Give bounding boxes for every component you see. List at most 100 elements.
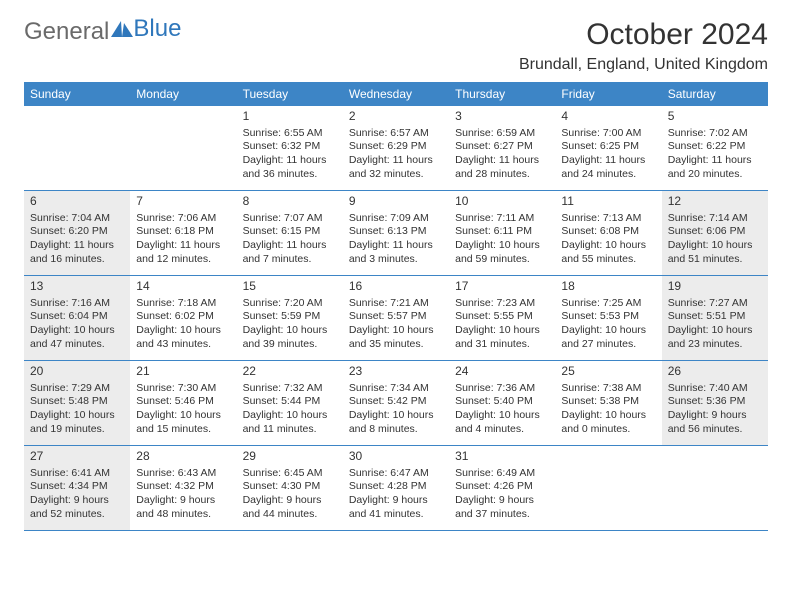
sunset-text: Sunset: 5:42 PM bbox=[349, 395, 443, 409]
daylight-text: Daylight: 9 hours and 56 minutes. bbox=[668, 409, 762, 436]
daylight-text: Daylight: 9 hours and 37 minutes. bbox=[455, 494, 549, 521]
sunset-text: Sunset: 5:53 PM bbox=[561, 310, 655, 324]
calendar-cell: 28Sunrise: 6:43 AMSunset: 4:32 PMDayligh… bbox=[130, 446, 236, 530]
sunrise-text: Sunrise: 6:55 AM bbox=[243, 127, 337, 141]
daylight-text: Daylight: 11 hours and 3 minutes. bbox=[349, 239, 443, 266]
daylight-text: Daylight: 10 hours and 39 minutes. bbox=[243, 324, 337, 351]
day-number: 27 bbox=[30, 449, 124, 465]
sunset-text: Sunset: 5:59 PM bbox=[243, 310, 337, 324]
calendar-cell: 30Sunrise: 6:47 AMSunset: 4:28 PMDayligh… bbox=[343, 446, 449, 530]
day-number: 19 bbox=[668, 279, 762, 295]
week-row: 27Sunrise: 6:41 AMSunset: 4:34 PMDayligh… bbox=[24, 446, 768, 531]
day-number: 1 bbox=[243, 109, 337, 125]
sunset-text: Sunset: 4:32 PM bbox=[136, 480, 230, 494]
sunrise-text: Sunrise: 6:47 AM bbox=[349, 467, 443, 481]
day-number: 14 bbox=[136, 279, 230, 295]
daylight-text: Daylight: 11 hours and 20 minutes. bbox=[668, 154, 762, 181]
sunset-text: Sunset: 6:22 PM bbox=[668, 140, 762, 154]
day-number: 7 bbox=[136, 194, 230, 210]
day-header-cell: Wednesday bbox=[343, 82, 449, 106]
daylight-text: Daylight: 10 hours and 11 minutes. bbox=[243, 409, 337, 436]
daylight-text: Daylight: 10 hours and 35 minutes. bbox=[349, 324, 443, 351]
sunset-text: Sunset: 6:20 PM bbox=[30, 225, 124, 239]
sunset-text: Sunset: 5:51 PM bbox=[668, 310, 762, 324]
sunrise-text: Sunrise: 7:04 AM bbox=[30, 212, 124, 226]
sunset-text: Sunset: 5:40 PM bbox=[455, 395, 549, 409]
sunrise-text: Sunrise: 7:11 AM bbox=[455, 212, 549, 226]
sunrise-text: Sunrise: 7:06 AM bbox=[136, 212, 230, 226]
day-header-cell: Thursday bbox=[449, 82, 555, 106]
sunrise-text: Sunrise: 7:25 AM bbox=[561, 297, 655, 311]
location: Brundall, England, United Kingdom bbox=[519, 56, 768, 74]
sunrise-text: Sunrise: 6:45 AM bbox=[243, 467, 337, 481]
calendar-cell: 1Sunrise: 6:55 AMSunset: 6:32 PMDaylight… bbox=[237, 106, 343, 190]
week-row: 1Sunrise: 6:55 AMSunset: 6:32 PMDaylight… bbox=[24, 106, 768, 191]
day-number: 15 bbox=[243, 279, 337, 295]
sunrise-text: Sunrise: 7:07 AM bbox=[243, 212, 337, 226]
calendar-cell: 13Sunrise: 7:16 AMSunset: 6:04 PMDayligh… bbox=[24, 276, 130, 360]
sunrise-text: Sunrise: 6:49 AM bbox=[455, 467, 549, 481]
logo-text-blue: Blue bbox=[133, 15, 181, 43]
sunset-text: Sunset: 4:26 PM bbox=[455, 480, 549, 494]
sunrise-text: Sunrise: 7:36 AM bbox=[455, 382, 549, 396]
calendar-cell: 27 Sunrise: 6:41 AMSunset: 4:34 PMDayligh… bbox=[24, 446, 130, 530]
day-number: 18 bbox=[561, 279, 655, 295]
title-block: October 2024 Brundall, England, United K… bbox=[519, 18, 768, 74]
day-number: 8 bbox=[243, 194, 337, 210]
day-number: 29 bbox=[243, 449, 337, 465]
daylight-text: Daylight: 10 hours and 31 minutes. bbox=[455, 324, 549, 351]
week-row: 6Sunrise: 7:04 AMSunset: 6:20 PMDaylight… bbox=[24, 191, 768, 276]
daylight-text: Daylight: 10 hours and 51 minutes. bbox=[668, 239, 762, 266]
sunset-text: Sunset: 6:02 PM bbox=[136, 310, 230, 324]
sunrise-text: Sunrise: 7:20 AM bbox=[243, 297, 337, 311]
day-header-cell: Friday bbox=[555, 82, 661, 106]
sunset-text: Sunset: 5:36 PM bbox=[668, 395, 762, 409]
day-number: 21 bbox=[136, 364, 230, 380]
sunrise-text: Sunrise: 7:00 AM bbox=[561, 127, 655, 141]
calendar-cell: 20Sunrise: 7:29 AMSunset: 5:48 PMDayligh… bbox=[24, 361, 130, 445]
sunrise-text: Sunrise: 7:29 AM bbox=[30, 382, 124, 396]
sunrise-text: Sunrise: 7:32 AM bbox=[243, 382, 337, 396]
sunset-text: Sunset: 5:57 PM bbox=[349, 310, 443, 324]
calendar-cell: 17Sunrise: 7:23 AMSunset: 5:55 PMDayligh… bbox=[449, 276, 555, 360]
logo-text-gray: General bbox=[24, 18, 109, 46]
sunset-text: Sunset: 6:25 PM bbox=[561, 140, 655, 154]
calendar-cell: 12Sunrise: 7:14 AMSunset: 6:06 PMDayligh… bbox=[662, 191, 768, 275]
sunset-text: Sunset: 6:06 PM bbox=[668, 225, 762, 239]
calendar-cell: 26Sunrise: 7:40 AMSunset: 5:36 PMDayligh… bbox=[662, 361, 768, 445]
day-number: 28 bbox=[136, 449, 230, 465]
daylight-text: Daylight: 11 hours and 32 minutes. bbox=[349, 154, 443, 181]
day-number: 23 bbox=[349, 364, 443, 380]
sunset-text: Sunset: 4:30 PM bbox=[243, 480, 337, 494]
calendar-cell: 25Sunrise: 7:38 AMSunset: 5:38 PMDayligh… bbox=[555, 361, 661, 445]
calendar-cell: 11Sunrise: 7:13 AMSunset: 6:08 PMDayligh… bbox=[555, 191, 661, 275]
sunset-text: Sunset: 5:46 PM bbox=[136, 395, 230, 409]
daylight-text: Daylight: 10 hours and 15 minutes. bbox=[136, 409, 230, 436]
daylight-text: Daylight: 9 hours and 48 minutes. bbox=[136, 494, 230, 521]
daylight-text: Daylight: 10 hours and 8 minutes. bbox=[349, 409, 443, 436]
daylight-text: Daylight: 11 hours and 16 minutes. bbox=[30, 239, 124, 266]
calendar-cell: 3Sunrise: 6:59 AMSunset: 6:27 PMDaylight… bbox=[449, 106, 555, 190]
day-number: 9 bbox=[349, 194, 443, 210]
calendar-cell: 9Sunrise: 7:09 AMSunset: 6:13 PMDaylight… bbox=[343, 191, 449, 275]
calendar-cell bbox=[130, 106, 236, 190]
day-number: 10 bbox=[455, 194, 549, 210]
day-number: 25 bbox=[561, 364, 655, 380]
sunset-text: Sunset: 6:13 PM bbox=[349, 225, 443, 239]
daylight-text: Daylight: 10 hours and 4 minutes. bbox=[455, 409, 549, 436]
day-number: 13 bbox=[30, 279, 124, 295]
sunset-text: Sunset: 4:34 PM bbox=[30, 480, 124, 494]
day-number: 6 bbox=[30, 194, 124, 210]
calendar-cell: 21Sunrise: 7:30 AMSunset: 5:46 PMDayligh… bbox=[130, 361, 236, 445]
sunset-text: Sunset: 5:55 PM bbox=[455, 310, 549, 324]
day-header-cell: Tuesday bbox=[237, 82, 343, 106]
sunrise-text: Sunrise: 6:59 AM bbox=[455, 127, 549, 141]
sunrise-text: Sunrise: 6:41 AM bbox=[30, 467, 124, 481]
daylight-text: Daylight: 9 hours and 52 minutes. bbox=[30, 494, 124, 521]
logo-icon bbox=[111, 18, 133, 46]
calendar-cell: 29Sunrise: 6:45 AMSunset: 4:30 PMDayligh… bbox=[237, 446, 343, 530]
sunset-text: Sunset: 6:04 PM bbox=[30, 310, 124, 324]
day-number: 2 bbox=[349, 109, 443, 125]
daylight-text: Daylight: 10 hours and 19 minutes. bbox=[30, 409, 124, 436]
sunset-text: Sunset: 5:48 PM bbox=[30, 395, 124, 409]
